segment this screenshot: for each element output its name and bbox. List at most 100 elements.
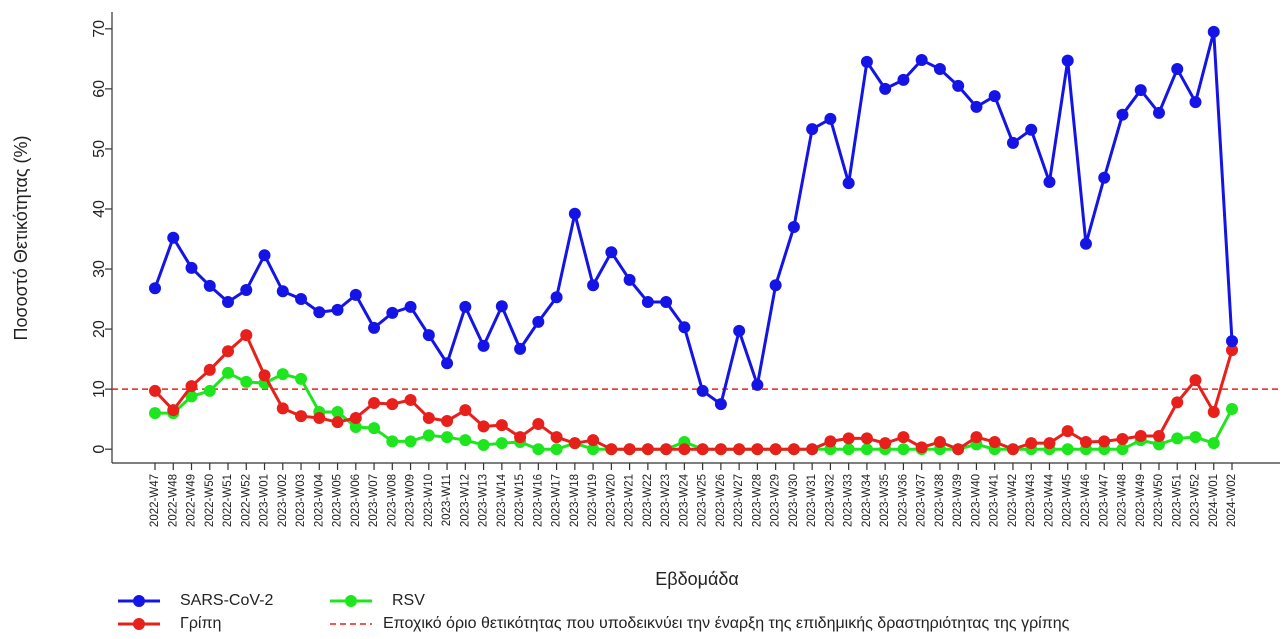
data-point: [185, 380, 198, 393]
data-point: [514, 431, 527, 444]
data-point: [1134, 84, 1147, 97]
data-point: [1098, 171, 1111, 184]
data-point: [167, 404, 180, 417]
data-point: [806, 123, 819, 136]
data-point: [587, 279, 600, 292]
y-tick-label: 30: [91, 260, 108, 278]
x-tick-label: 2023-W40: [970, 474, 982, 527]
data-point: [769, 279, 782, 292]
data-point: [587, 434, 600, 447]
x-tick-label: 2023-W10: [423, 474, 435, 527]
x-tick-label: 2023-W47: [1098, 474, 1110, 527]
data-point: [970, 100, 983, 113]
x-axis-title: Εβδομάδα: [655, 569, 739, 589]
x-tick-label: 2023-W14: [496, 473, 508, 527]
data-point: [459, 300, 472, 313]
data-point: [550, 431, 563, 444]
data-point: [404, 435, 417, 448]
data-point: [568, 207, 581, 220]
data-point: [495, 419, 508, 432]
x-tick-label: 2023-W06: [350, 474, 362, 527]
data-point: [1061, 443, 1074, 456]
data-point: [605, 246, 618, 259]
data-point: [532, 443, 545, 456]
legend-label: RSV: [392, 592, 425, 609]
data-point: [422, 329, 435, 342]
x-tick-label: 2023-W01: [259, 474, 271, 527]
x-tick-label: 2023-W43: [1025, 474, 1037, 527]
data-point: [222, 366, 235, 379]
y-tick-label: 60: [91, 80, 108, 98]
data-point: [1152, 106, 1165, 119]
data-point: [222, 296, 235, 309]
x-tick-label: 2022-W51: [222, 474, 234, 527]
data-point: [824, 435, 837, 448]
data-point: [459, 404, 472, 417]
data-point: [386, 435, 399, 448]
x-tick-label: 2023-W16: [532, 474, 544, 527]
data-point: [331, 416, 344, 429]
data-point: [258, 249, 271, 262]
data-point: [842, 432, 855, 445]
data-point: [751, 378, 764, 391]
x-tick-label: 2023-W13: [478, 474, 490, 527]
data-point: [313, 411, 326, 424]
data-point: [532, 315, 545, 328]
data-point: [295, 293, 308, 306]
data-point: [276, 402, 289, 415]
data-point: [349, 288, 362, 301]
data-point: [605, 443, 618, 456]
x-tick-label: 2023-W42: [1007, 474, 1019, 527]
data-point: [331, 303, 344, 316]
legend-swatch-point: [133, 595, 145, 607]
x-tick-label: 2023-W22: [642, 474, 654, 527]
data-point: [1152, 429, 1165, 442]
data-point: [1189, 96, 1202, 109]
data-point: [441, 414, 454, 427]
x-tick-label: 2023-W41: [989, 474, 1001, 527]
data-point: [751, 443, 764, 456]
x-tick-label: 2023-W02: [277, 474, 289, 527]
series-line: [153, 30, 1234, 406]
data-point: [295, 372, 308, 385]
y-tick-label: 0: [91, 445, 108, 454]
x-tick-label: 2023-W34: [861, 473, 873, 527]
data-point: [1171, 396, 1184, 409]
x-tick-label: 2023-W28: [751, 474, 763, 527]
data-point: [1098, 435, 1111, 448]
y-tick-label: 20: [91, 320, 108, 338]
y-axis-title: Ποσοστό Θετικότητας (%): [11, 135, 31, 340]
data-point: [295, 410, 308, 423]
x-tick-label: 2023-W08: [386, 474, 398, 527]
data-point: [860, 432, 873, 445]
x-tick-label: 2023-W17: [551, 474, 563, 527]
data-point: [714, 443, 727, 456]
data-point: [404, 393, 417, 406]
x-tick-label: 2023-W11: [441, 474, 453, 526]
x-tick-label: 2023-W21: [624, 474, 636, 527]
data-point: [568, 437, 581, 450]
data-point: [660, 443, 673, 456]
data-point: [203, 363, 216, 376]
x-tick-label: 2023-W03: [295, 474, 307, 527]
data-point: [714, 398, 727, 411]
data-point: [185, 261, 198, 274]
data-point: [1207, 405, 1220, 418]
data-point: [495, 437, 508, 450]
data-point: [276, 368, 289, 381]
data-point: [167, 231, 180, 244]
x-tick-label: 2023-W52: [1190, 474, 1202, 527]
data-point: [1226, 335, 1238, 348]
data-point: [988, 90, 1001, 103]
data-point: [860, 55, 873, 68]
x-tick-label: 2023-W38: [934, 474, 946, 527]
data-point: [276, 285, 289, 298]
y-tick-label: 50: [91, 140, 108, 158]
data-point: [1189, 374, 1202, 387]
data-point: [203, 279, 216, 292]
x-tick-label: 2023-W24: [678, 473, 690, 527]
data-point: [331, 405, 344, 418]
data-point: [1171, 432, 1184, 445]
data-point: [368, 321, 381, 334]
